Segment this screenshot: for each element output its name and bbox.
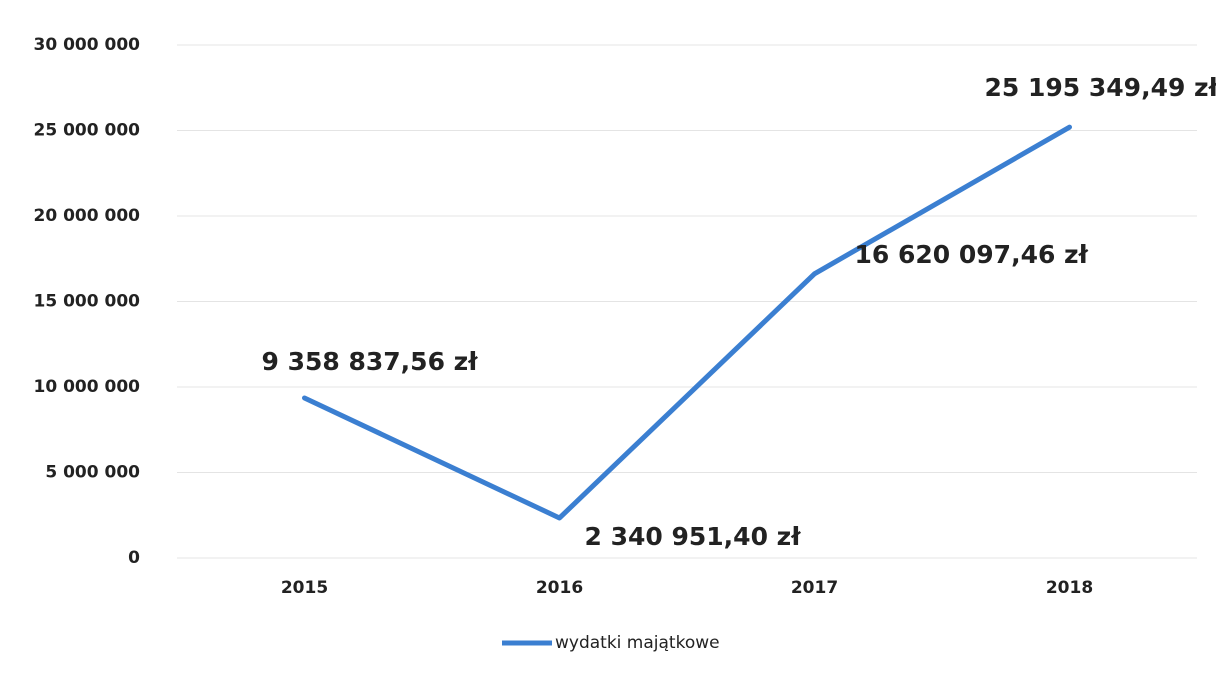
data-line [302,124,1072,521]
data-label: 2 340 951,40 zł [585,522,802,551]
y-tick-label: 5 000 000 [45,463,140,483]
y-tick-label: 10 000 000 [34,377,141,397]
y-tick-label: 0 [128,548,140,568]
data-label: 16 620 097,46 zł [855,240,1089,269]
y-tick-label: 25 000 000 [34,121,141,141]
data-label: 25 195 349,49 zł [985,73,1216,102]
y-tick-label: 15 000 000 [34,292,141,312]
data-label: 9 358 837,56 zł [262,347,479,376]
y-tick-label: 20 000 000 [34,206,141,226]
x-tick-label: 2018 [1046,578,1093,598]
x-tick-label: 2015 [281,578,328,598]
x-tick-label: 2017 [791,578,838,598]
x-tick-label: 2016 [536,578,583,598]
y-tick-label: 30 000 000 [34,35,141,55]
legend-label: wydatki majątkowe [555,633,720,653]
